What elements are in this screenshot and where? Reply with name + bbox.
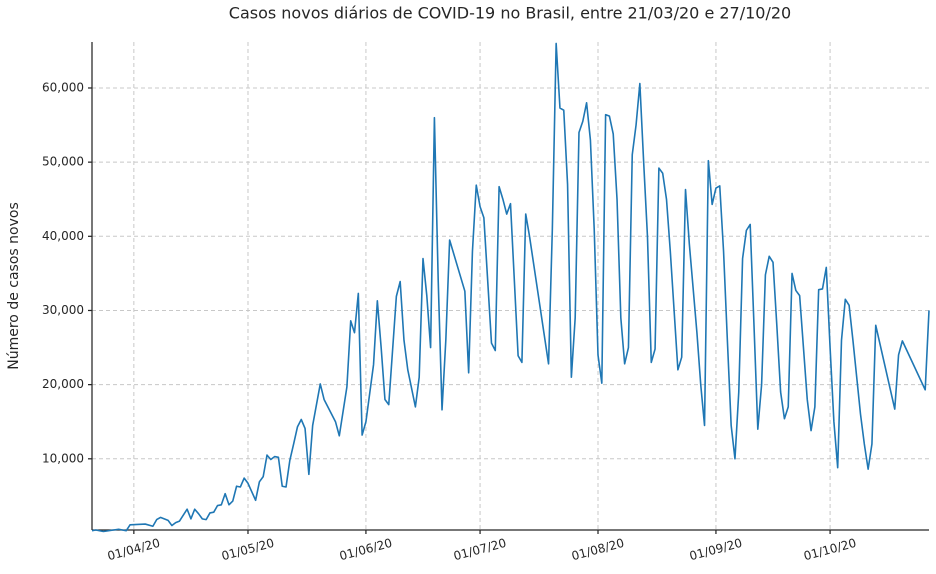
x-tick-label: 01/10/20 bbox=[802, 536, 858, 563]
y-tick-label: 30,000 bbox=[42, 303, 84, 317]
x-tick-label: 01/05/20 bbox=[220, 536, 276, 563]
chart-title: Casos novos diários de COVID-19 no Brasi… bbox=[229, 4, 791, 23]
x-tick-label: 01/08/20 bbox=[570, 536, 626, 563]
x-tick-label: 01/07/20 bbox=[452, 536, 508, 563]
x-tick-label: 01/09/20 bbox=[688, 536, 744, 563]
x-tick-label: 01/04/20 bbox=[106, 536, 162, 563]
y-tick-label: 50,000 bbox=[42, 155, 84, 169]
y-tick-label: 20,000 bbox=[42, 377, 84, 391]
x-tick-label: 01/06/20 bbox=[338, 536, 394, 563]
y-tick-label: 10,000 bbox=[42, 451, 84, 465]
y-axis-label: Número de casos novos bbox=[6, 202, 22, 369]
data-line bbox=[91, 42, 930, 533]
y-tick-label: 60,000 bbox=[42, 80, 84, 94]
y-tick-label: 40,000 bbox=[42, 229, 84, 243]
